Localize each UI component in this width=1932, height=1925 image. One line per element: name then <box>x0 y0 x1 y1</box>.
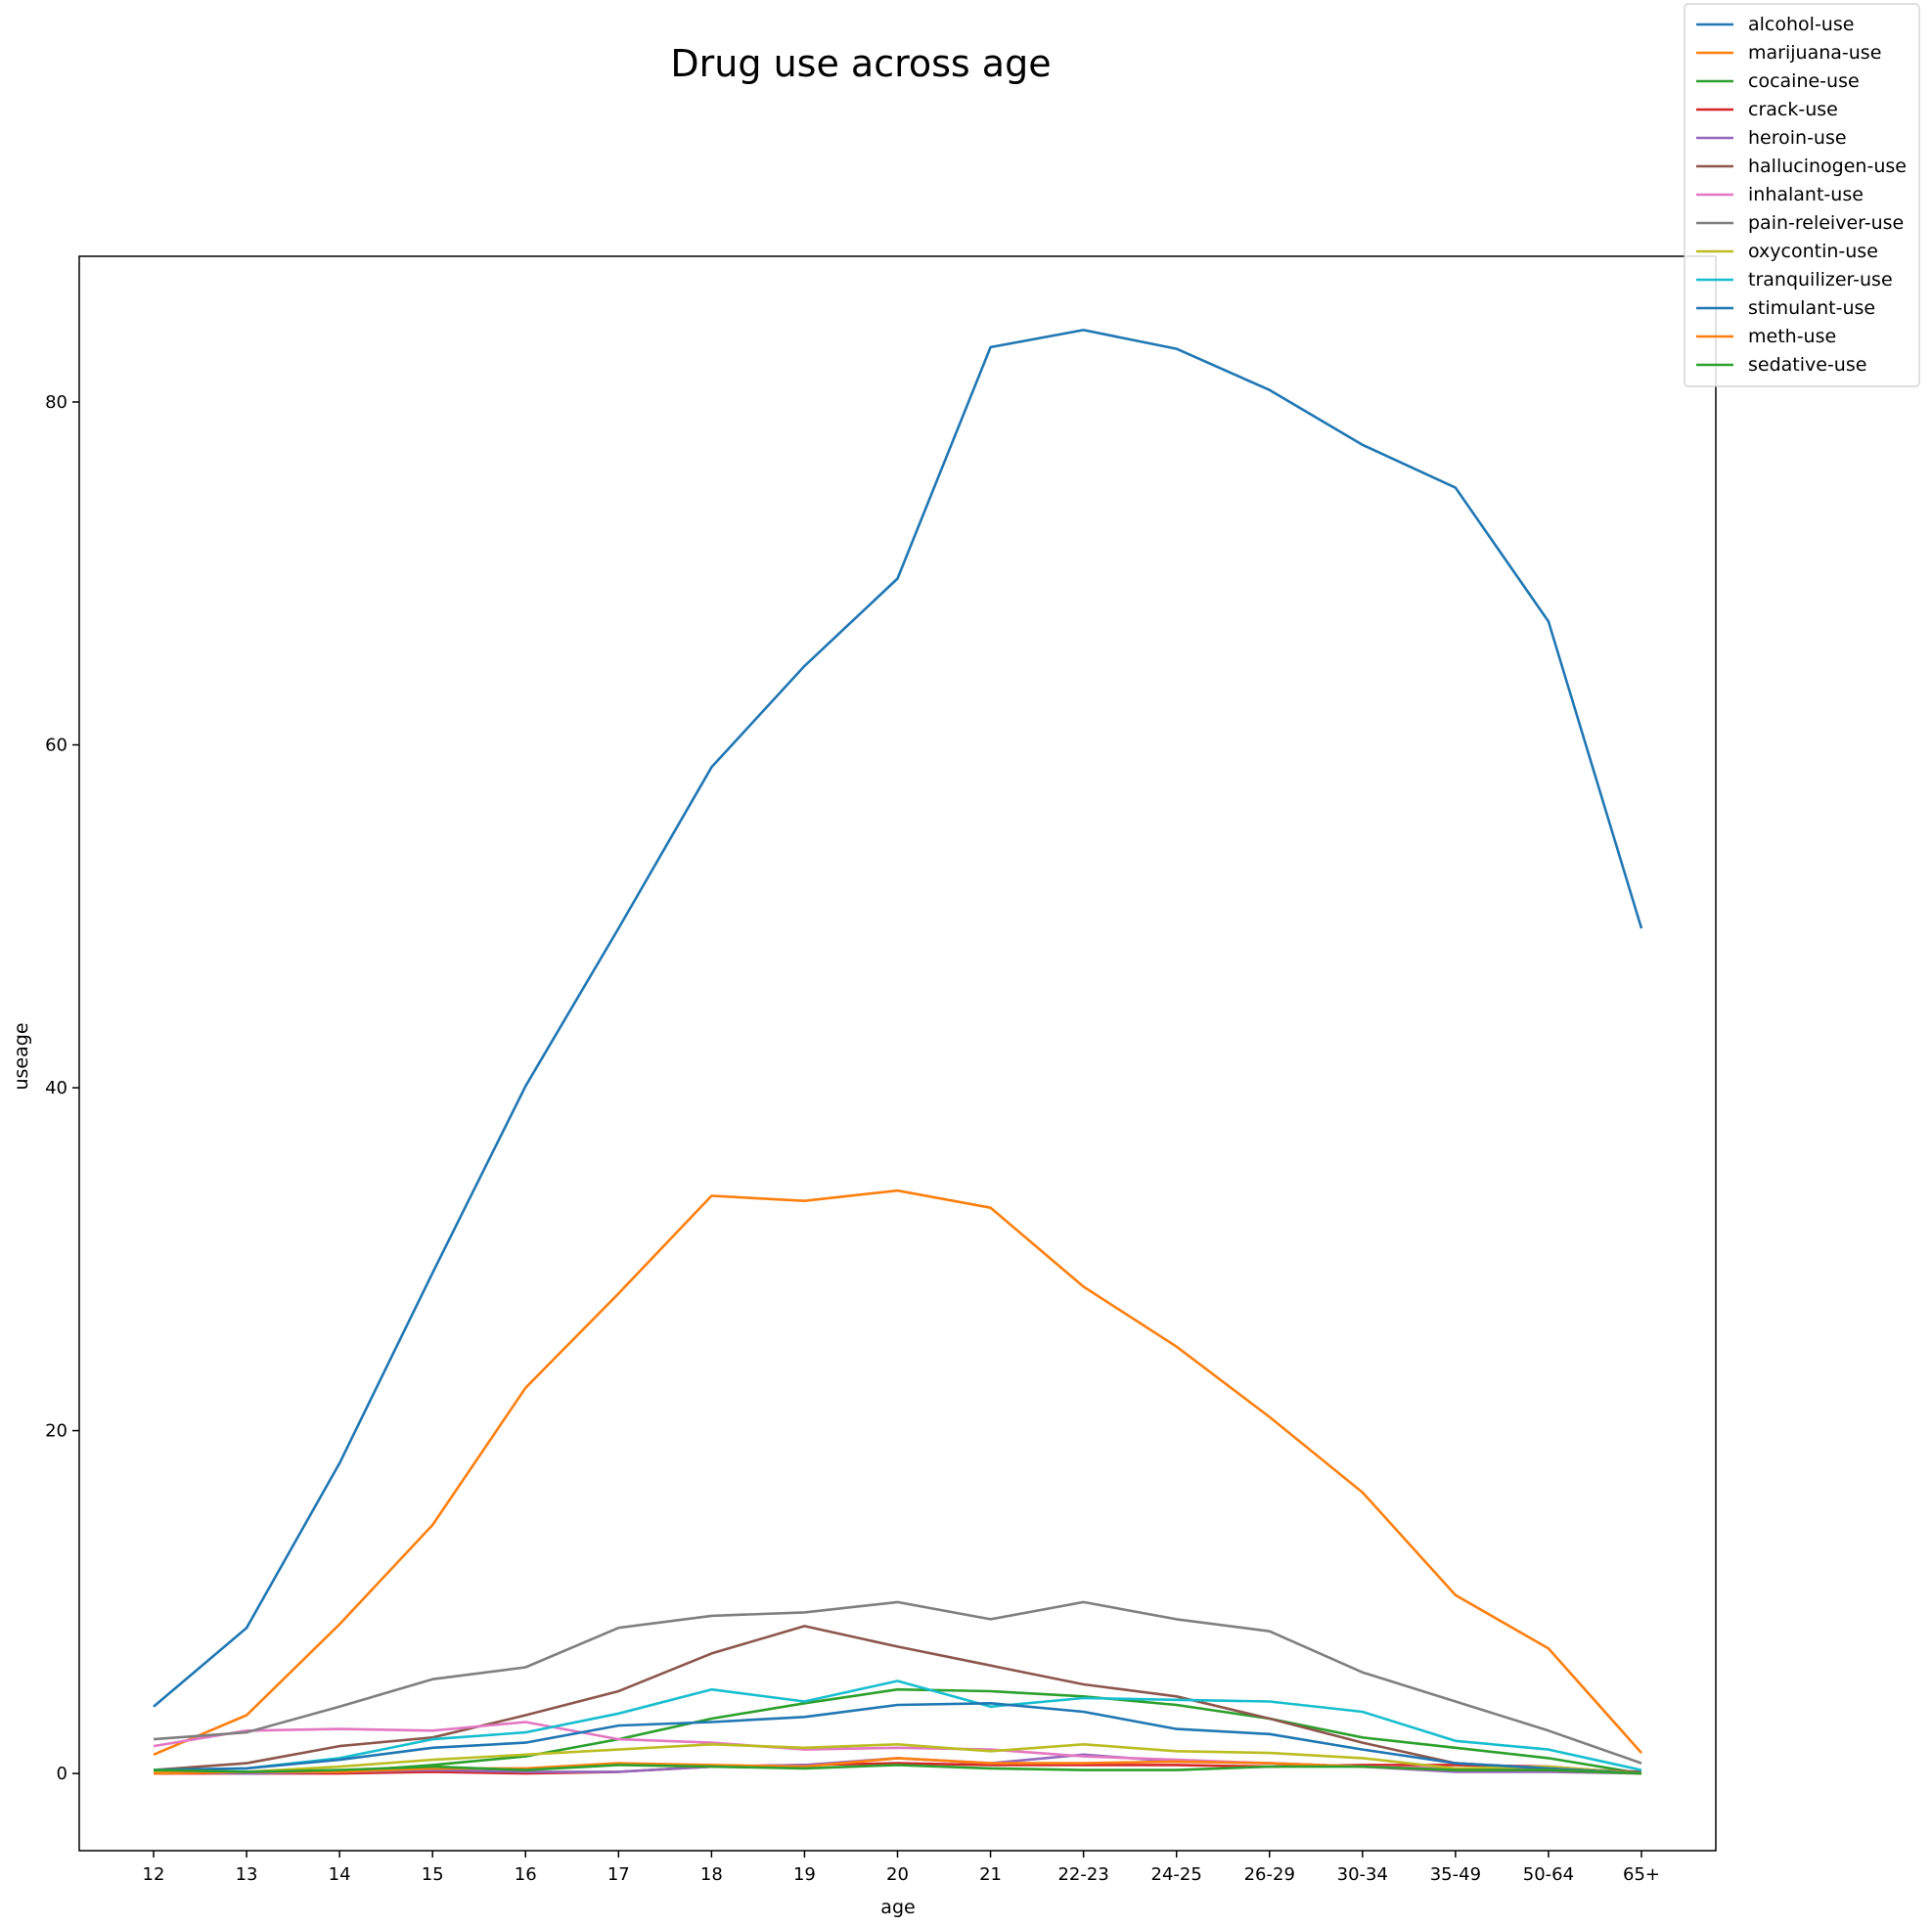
y-axis-label: useage <box>11 1022 32 1090</box>
plot-lines <box>153 329 1643 1775</box>
legend-label-pain-releiver-use: pain-releiver-use <box>1748 212 1904 234</box>
x-tick-label: 16 <box>515 1864 537 1885</box>
legend-label-tranquilizer-use: tranquilizer-use <box>1748 269 1893 291</box>
y-tick-label: 20 <box>45 1421 67 1442</box>
y-tick-label: 60 <box>45 736 67 756</box>
series-line-crack-use <box>154 1762 1642 1775</box>
legend-label-sedative-use: sedative-use <box>1748 354 1866 376</box>
legend: alcohol-use marijuana-use cocaine-use crack… <box>1684 3 1920 387</box>
x-tick-label: 14 <box>329 1864 351 1885</box>
x-axis-ticks: 12 13 14 15 16 17 18 19 20 21 22-23 24-25 26-29 30-34… <box>143 1851 1660 1885</box>
legend-label-oxycontin-use: oxycontin-use <box>1748 241 1878 262</box>
legend-label-crack-use: crack-use <box>1748 99 1838 120</box>
series-line-sedative-use <box>153 1764 1642 1775</box>
legend-label-meth-use: meth-use <box>1748 326 1836 347</box>
series-line-alcohol-use <box>153 329 1643 1708</box>
series-line-cocaine-use <box>154 1687 1642 1775</box>
x-tick-label: 26-29 <box>1244 1864 1295 1885</box>
y-axis-ticks: 0 20 40 60 80 <box>45 392 79 1784</box>
legend-label-marijuana-use: marijuana-use <box>1748 42 1881 64</box>
legend-label-cocaine-use: cocaine-use <box>1748 70 1860 92</box>
x-tick-label: 19 <box>793 1864 816 1885</box>
x-tick-label: 17 <box>607 1864 630 1885</box>
x-tick-label: 30-34 <box>1337 1864 1388 1885</box>
x-tick-label: 65+ <box>1623 1864 1660 1885</box>
series-line-tranquilizer-use <box>153 1679 1642 1771</box>
plot-frame <box>78 255 1717 1852</box>
series-line-hallucinogen-use <box>153 1625 1642 1773</box>
legend-label-alcohol-use: alcohol-use <box>1748 14 1854 35</box>
legend-label-inhalant-use: inhalant-use <box>1748 184 1864 205</box>
legend-label-hallucinogen-use: hallucinogen-use <box>1748 156 1907 177</box>
x-tick-label: 35-49 <box>1430 1864 1481 1885</box>
y-tick-label: 80 <box>45 392 67 413</box>
x-tick-label: 22-23 <box>1057 1864 1108 1885</box>
series-line-marijuana-use <box>153 1188 1642 1756</box>
x-axis-label: age <box>880 1897 915 1918</box>
series-line-oxycontin-use <box>154 1743 1642 1775</box>
series-line-stimulant-use <box>153 1702 1642 1775</box>
chart-title: Drug use across age <box>670 42 1051 85</box>
x-tick-label: 12 <box>143 1864 165 1885</box>
x-tick-label: 15 <box>422 1864 444 1885</box>
legend-box <box>1684 3 1920 387</box>
x-tick-label: 21 <box>979 1864 1002 1885</box>
x-tick-label: 18 <box>700 1864 723 1885</box>
x-tick-label: 50-64 <box>1523 1864 1574 1885</box>
x-tick-label: 20 <box>886 1864 909 1885</box>
y-tick-label: 40 <box>45 1078 67 1098</box>
y-tick-label: 0 <box>57 1764 67 1784</box>
x-tick-label: 24-25 <box>1151 1864 1202 1885</box>
legend-label-stimulant-use: stimulant-use <box>1748 297 1875 319</box>
series-line-pain-releiver-use <box>153 1600 1642 1765</box>
x-tick-label: 13 <box>236 1864 258 1885</box>
legend-label-heroin-use: heroin-use <box>1748 127 1847 149</box>
